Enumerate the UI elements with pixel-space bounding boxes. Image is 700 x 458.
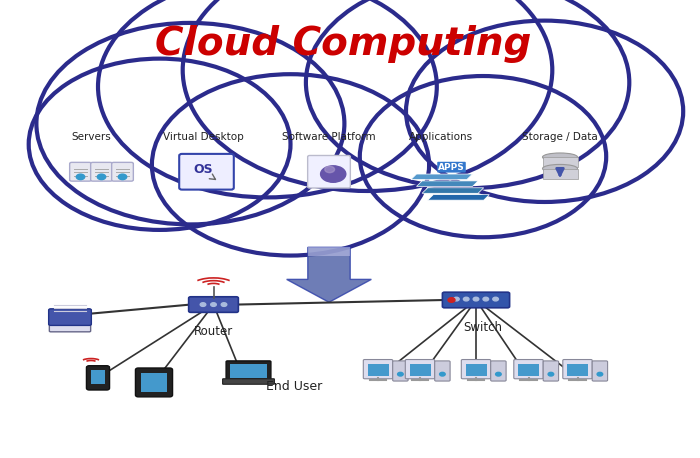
Circle shape xyxy=(493,297,498,301)
Circle shape xyxy=(548,372,554,376)
Polygon shape xyxy=(416,181,478,186)
FancyBboxPatch shape xyxy=(435,361,450,381)
Circle shape xyxy=(76,174,85,180)
Circle shape xyxy=(36,23,344,224)
Text: Software Platform: Software Platform xyxy=(282,132,376,142)
FancyBboxPatch shape xyxy=(188,297,238,312)
FancyBboxPatch shape xyxy=(514,360,543,379)
FancyBboxPatch shape xyxy=(49,309,91,326)
FancyBboxPatch shape xyxy=(91,370,105,384)
FancyBboxPatch shape xyxy=(141,373,167,392)
Circle shape xyxy=(183,0,552,191)
FancyBboxPatch shape xyxy=(393,361,408,381)
Polygon shape xyxy=(287,247,371,302)
Circle shape xyxy=(360,76,606,237)
Polygon shape xyxy=(411,174,472,180)
FancyBboxPatch shape xyxy=(442,292,510,308)
Circle shape xyxy=(463,297,469,301)
Ellipse shape xyxy=(129,82,529,173)
Text: Router: Router xyxy=(194,325,233,338)
Text: Switch: Switch xyxy=(463,321,503,333)
FancyBboxPatch shape xyxy=(87,365,109,390)
Circle shape xyxy=(406,21,683,202)
Text: Servers: Servers xyxy=(71,132,111,142)
FancyBboxPatch shape xyxy=(461,360,491,379)
Circle shape xyxy=(448,298,455,302)
FancyBboxPatch shape xyxy=(542,169,578,179)
FancyBboxPatch shape xyxy=(112,163,133,181)
FancyBboxPatch shape xyxy=(230,364,267,378)
FancyBboxPatch shape xyxy=(410,364,430,376)
FancyBboxPatch shape xyxy=(567,364,588,376)
FancyBboxPatch shape xyxy=(226,361,271,381)
Text: Cloud Computing: Cloud Computing xyxy=(155,25,531,62)
Circle shape xyxy=(152,74,429,256)
Text: APPS: APPS xyxy=(438,163,465,172)
FancyBboxPatch shape xyxy=(518,364,539,376)
Circle shape xyxy=(321,166,346,182)
FancyBboxPatch shape xyxy=(136,368,173,397)
FancyBboxPatch shape xyxy=(542,157,578,167)
Text: Applications: Applications xyxy=(409,132,473,142)
Text: Virtual Desktop: Virtual Desktop xyxy=(162,132,244,142)
FancyBboxPatch shape xyxy=(179,154,234,190)
Ellipse shape xyxy=(542,164,578,173)
Circle shape xyxy=(118,174,127,180)
Circle shape xyxy=(200,303,206,306)
FancyBboxPatch shape xyxy=(363,360,393,379)
Polygon shape xyxy=(428,195,489,200)
Circle shape xyxy=(306,0,629,188)
Circle shape xyxy=(398,372,403,376)
FancyBboxPatch shape xyxy=(543,361,559,381)
FancyBboxPatch shape xyxy=(405,360,435,379)
FancyBboxPatch shape xyxy=(592,361,608,381)
Circle shape xyxy=(454,297,459,301)
FancyBboxPatch shape xyxy=(70,163,91,181)
Circle shape xyxy=(325,166,335,173)
Text: End User: End User xyxy=(266,380,322,393)
FancyBboxPatch shape xyxy=(491,361,506,381)
Circle shape xyxy=(496,372,501,376)
Circle shape xyxy=(221,303,227,306)
Text: OS: OS xyxy=(193,163,213,176)
Circle shape xyxy=(97,174,106,180)
Polygon shape xyxy=(308,247,350,256)
FancyBboxPatch shape xyxy=(223,379,274,384)
Circle shape xyxy=(98,0,437,197)
FancyBboxPatch shape xyxy=(368,364,388,376)
FancyBboxPatch shape xyxy=(466,364,486,376)
Ellipse shape xyxy=(542,153,578,161)
Circle shape xyxy=(597,372,603,376)
FancyBboxPatch shape xyxy=(563,360,592,379)
Text: Storage / Data: Storage / Data xyxy=(522,132,598,142)
Circle shape xyxy=(483,297,489,301)
Circle shape xyxy=(473,297,479,301)
FancyBboxPatch shape xyxy=(91,163,112,181)
FancyBboxPatch shape xyxy=(49,321,91,332)
FancyBboxPatch shape xyxy=(307,156,350,188)
Circle shape xyxy=(440,372,445,376)
Circle shape xyxy=(211,303,216,306)
Polygon shape xyxy=(422,188,484,193)
Circle shape xyxy=(29,59,290,230)
